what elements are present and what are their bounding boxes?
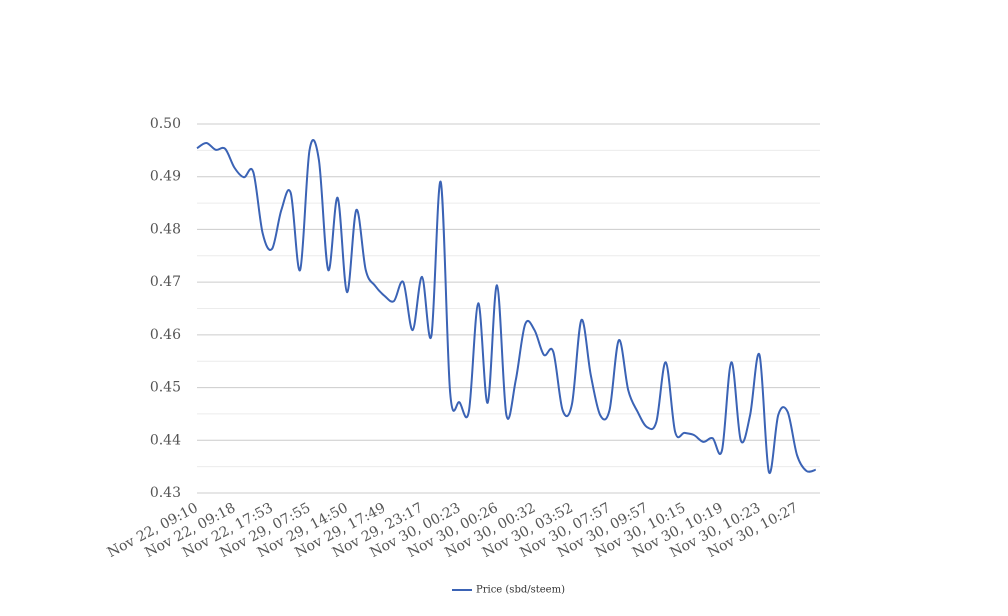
y-tick-label: 0.46 [150, 327, 181, 343]
legend-label: Price (sbd/steem) [476, 585, 565, 596]
price-line [196, 139, 817, 474]
y-tick-label: 0.45 [150, 380, 181, 396]
y-tick-label: 0.44 [150, 432, 181, 448]
y-tick-label: 0.48 [150, 221, 181, 237]
y-tick-label: 0.50 [150, 116, 181, 132]
y-tick-label: 0.43 [150, 485, 181, 501]
y-tick-label: 0.47 [150, 274, 181, 290]
y-tick-label: 0.49 [150, 169, 181, 185]
legend: Price (sbd/steem) [452, 585, 565, 596]
